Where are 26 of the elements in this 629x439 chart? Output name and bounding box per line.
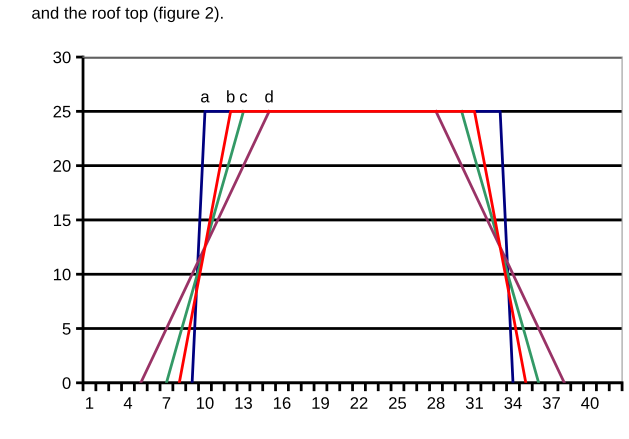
text: and the roof top (figure 2). [32,6,223,22]
x-tick-label: 40 [581,397,599,409]
y-tick-label: 25 [54,106,71,118]
x-tick-label: 19 [312,397,329,409]
series-label: d [265,90,273,103]
series-label: b [227,90,235,103]
series-label: c [240,93,248,103]
y-tick-label: 20 [54,160,71,172]
y-tick-label: 5 [62,323,71,335]
x-tick-label: 16 [274,397,290,409]
y-tick-label: 10 [54,268,71,280]
y-tick-label: 30 [53,51,71,64]
y-tick-label: 0 [62,377,71,390]
x-tick-label: 13 [235,397,252,409]
x-tick-label: 10 [196,397,214,409]
series-label: a [201,93,210,103]
x-tick-label: 7 [162,397,170,409]
y-tick-label: 15 [54,214,71,226]
x-tick-label: 28 [428,397,445,409]
x-tick-label: 1 [86,397,94,409]
x-tick-label: 22 [350,397,368,409]
x-tick-label: 37 [542,397,560,409]
x-tick-label: 25 [389,397,406,409]
x-tick-label: 31 [466,397,483,409]
x-tick-label: 34 [504,397,522,409]
x-tick-label: 4 [124,397,132,409]
